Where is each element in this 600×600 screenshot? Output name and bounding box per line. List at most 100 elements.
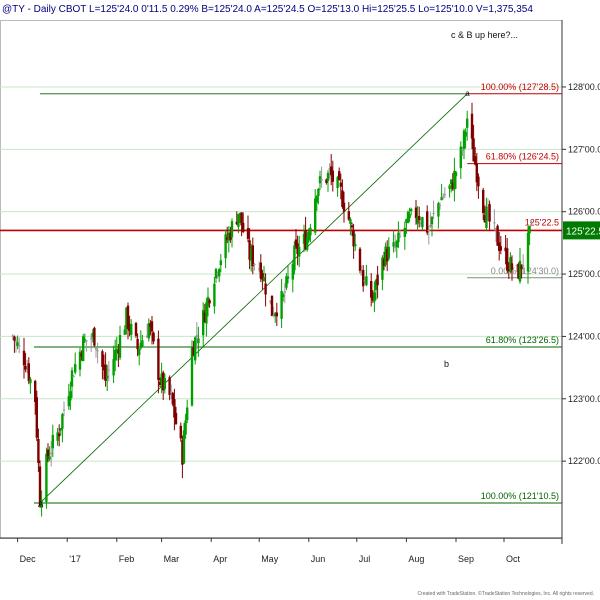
candle-body <box>326 172 330 181</box>
resistance-label: 125'22.5 <box>525 217 559 227</box>
axes: 122'00.0 123'00.0 124'00.0 125'00.0 126'00.0… <box>0 20 600 564</box>
candle-body <box>80 353 83 357</box>
x-tick-label: '17 <box>69 554 81 564</box>
y-tick-label: 123'00.0 <box>568 394 600 404</box>
point-b-label: b <box>444 359 449 369</box>
candle-body <box>70 370 74 387</box>
candle-body <box>26 369 29 371</box>
candle-body <box>285 276 288 288</box>
candle-body <box>298 246 301 257</box>
candle-body <box>227 232 230 241</box>
candle-body <box>483 215 486 223</box>
x-tick-label: Oct <box>506 554 521 564</box>
fib-level-label: 61.80% (123'26.5) <box>486 335 559 345</box>
candle-body <box>272 315 275 317</box>
candle-body <box>414 207 418 219</box>
candle-body <box>170 391 173 393</box>
candle-body <box>56 432 59 441</box>
candle-body <box>258 268 261 270</box>
candle-body <box>307 231 310 241</box>
candle-body <box>336 177 339 189</box>
annotations: c & B up here?... Aa b <box>38 30 518 509</box>
candle-body <box>421 217 424 228</box>
candle-body <box>510 263 514 270</box>
candle-body <box>261 273 264 280</box>
candle-body <box>203 312 206 322</box>
candle-body <box>218 269 221 277</box>
candle-body <box>259 262 262 279</box>
candle-body <box>461 149 464 151</box>
candle-body <box>61 414 64 429</box>
candle-body <box>96 350 99 352</box>
candle-body <box>325 179 328 183</box>
candle-body <box>157 338 160 381</box>
candle-body <box>230 221 234 238</box>
candle-body <box>363 279 366 282</box>
candle-body <box>382 259 386 266</box>
candle-body <box>192 347 195 356</box>
candle-body <box>106 375 109 379</box>
candle-body <box>304 230 307 249</box>
candle-body <box>474 156 477 165</box>
candle-body <box>115 348 118 351</box>
candle-body <box>253 264 256 266</box>
x-tick-label: Jul <box>359 554 371 564</box>
candle-body <box>482 189 485 214</box>
candle-body <box>91 332 94 338</box>
candle-body <box>394 246 397 248</box>
candle-body <box>349 219 352 224</box>
candle-body <box>342 202 346 212</box>
candle-body <box>197 338 200 344</box>
candle-body <box>376 274 379 286</box>
last-price-value: 125'22.5 <box>566 226 600 237</box>
candle-body <box>338 171 341 180</box>
point-a-label: A <box>38 500 44 509</box>
candle-body <box>405 219 408 223</box>
candle-body <box>397 232 400 243</box>
candle-body <box>22 350 26 366</box>
candle-body <box>416 216 419 224</box>
candle-body <box>128 323 131 331</box>
candle-body <box>226 237 229 240</box>
candle-body <box>352 229 355 247</box>
candle-body <box>309 227 312 236</box>
candle-body <box>450 179 453 185</box>
candle-body <box>448 185 451 189</box>
candle-body <box>214 268 218 279</box>
point-top-label: a <box>465 89 470 98</box>
candle-body <box>291 264 294 280</box>
candle-body <box>149 323 152 327</box>
candle-body <box>451 182 454 190</box>
candle-body <box>520 264 523 270</box>
candle-body <box>163 378 166 389</box>
candle-body <box>430 216 434 225</box>
candle-body <box>24 366 27 370</box>
candle-body <box>395 241 398 248</box>
candle-body <box>171 393 174 405</box>
candle-body <box>365 276 368 286</box>
candle-body <box>235 221 238 225</box>
candle-body <box>341 190 344 207</box>
candle-body <box>40 499 43 508</box>
candle-body <box>440 197 443 201</box>
candle-body <box>237 213 240 227</box>
candle-body <box>136 338 139 350</box>
candle-body <box>504 247 507 252</box>
candle-body <box>146 335 149 338</box>
candle-body <box>90 338 93 340</box>
candle-body <box>152 332 155 342</box>
candle-body <box>318 176 322 184</box>
candle-body <box>386 249 389 262</box>
candle-body <box>114 350 117 361</box>
candle-body <box>286 276 290 279</box>
candle-body <box>251 245 254 267</box>
candle-body <box>160 373 163 384</box>
candle-body <box>37 438 40 464</box>
candle-body <box>184 420 187 435</box>
candle-body <box>384 246 387 265</box>
candle-body <box>117 350 120 354</box>
candle-body <box>150 321 154 332</box>
candle-body <box>472 138 475 162</box>
candle-body <box>262 277 266 282</box>
candle-body <box>437 203 440 217</box>
